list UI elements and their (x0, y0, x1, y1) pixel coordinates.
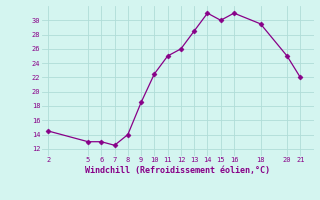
X-axis label: Windchill (Refroidissement éolien,°C): Windchill (Refroidissement éolien,°C) (85, 166, 270, 175)
